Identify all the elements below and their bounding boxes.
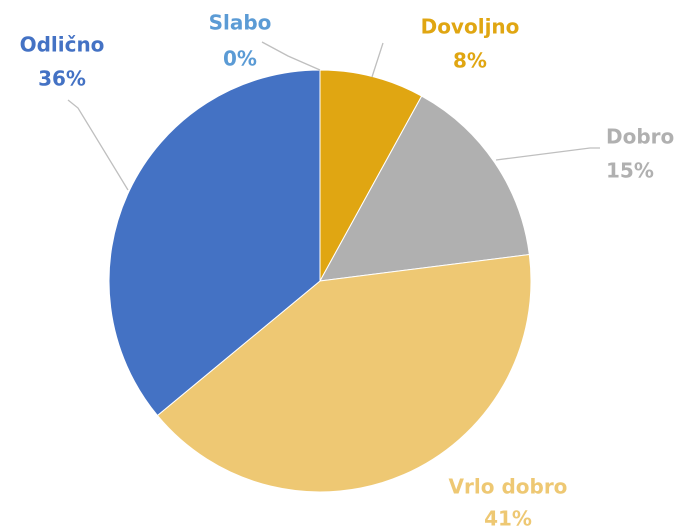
pie-slice [108, 69, 321, 417]
leader-line [371, 42, 384, 78]
value-label: 41% [484, 507, 532, 529]
category-label: Odlično [20, 33, 105, 57]
leader-line [67, 99, 129, 191]
leader-line [261, 41, 321, 71]
category-label: Vrlo dobro [449, 475, 568, 499]
value-label: 15% [606, 159, 654, 183]
leader-lines [67, 41, 600, 191]
category-label: Dobro [606, 125, 674, 149]
pie [108, 69, 532, 493]
pie-slice [156, 253, 532, 493]
value-label: 36% [38, 67, 86, 91]
value-label: 0% [223, 47, 257, 71]
value-label: 8% [453, 49, 487, 73]
category-label: Slabo [209, 11, 272, 35]
leader-line [495, 147, 600, 161]
pie-slice [319, 95, 530, 282]
category-label: Dovoljno [421, 15, 520, 39]
